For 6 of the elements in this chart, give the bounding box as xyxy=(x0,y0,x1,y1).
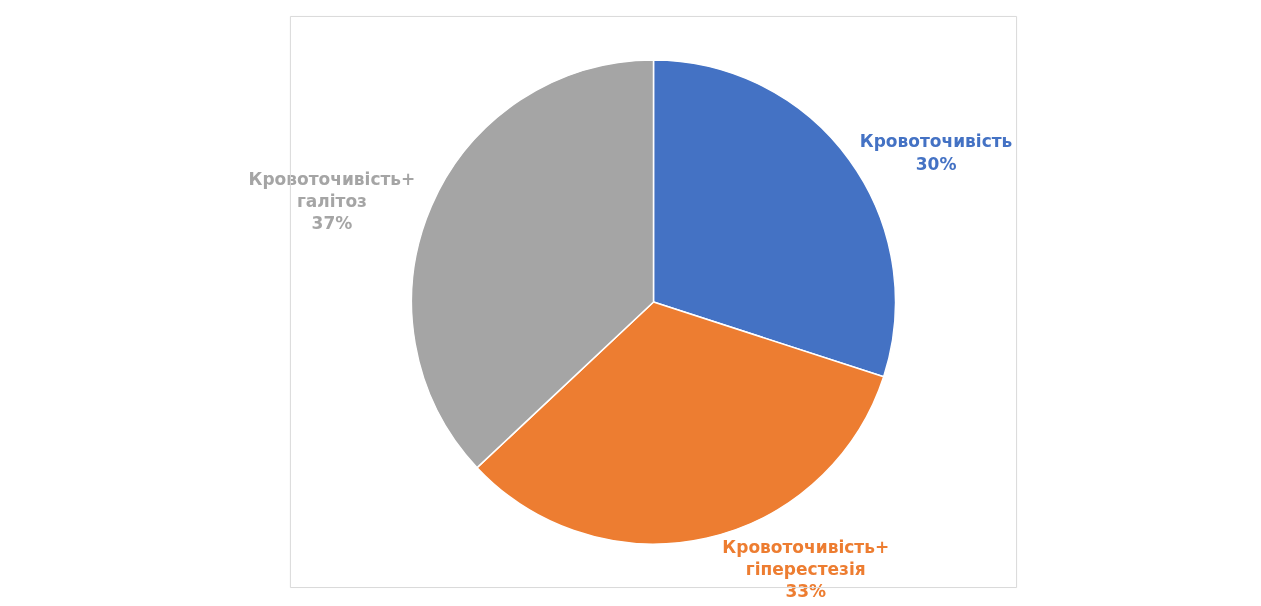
data-label: 37% xyxy=(311,212,353,233)
data-label: 30% xyxy=(915,153,957,174)
slice-label: Кровоточивість xyxy=(859,131,1013,152)
data-label: 33% xyxy=(785,580,827,601)
slice-label: Кровоточивість+гіперестезія xyxy=(722,536,890,579)
slice-label: Кровоточивість+галітоз xyxy=(248,168,416,211)
